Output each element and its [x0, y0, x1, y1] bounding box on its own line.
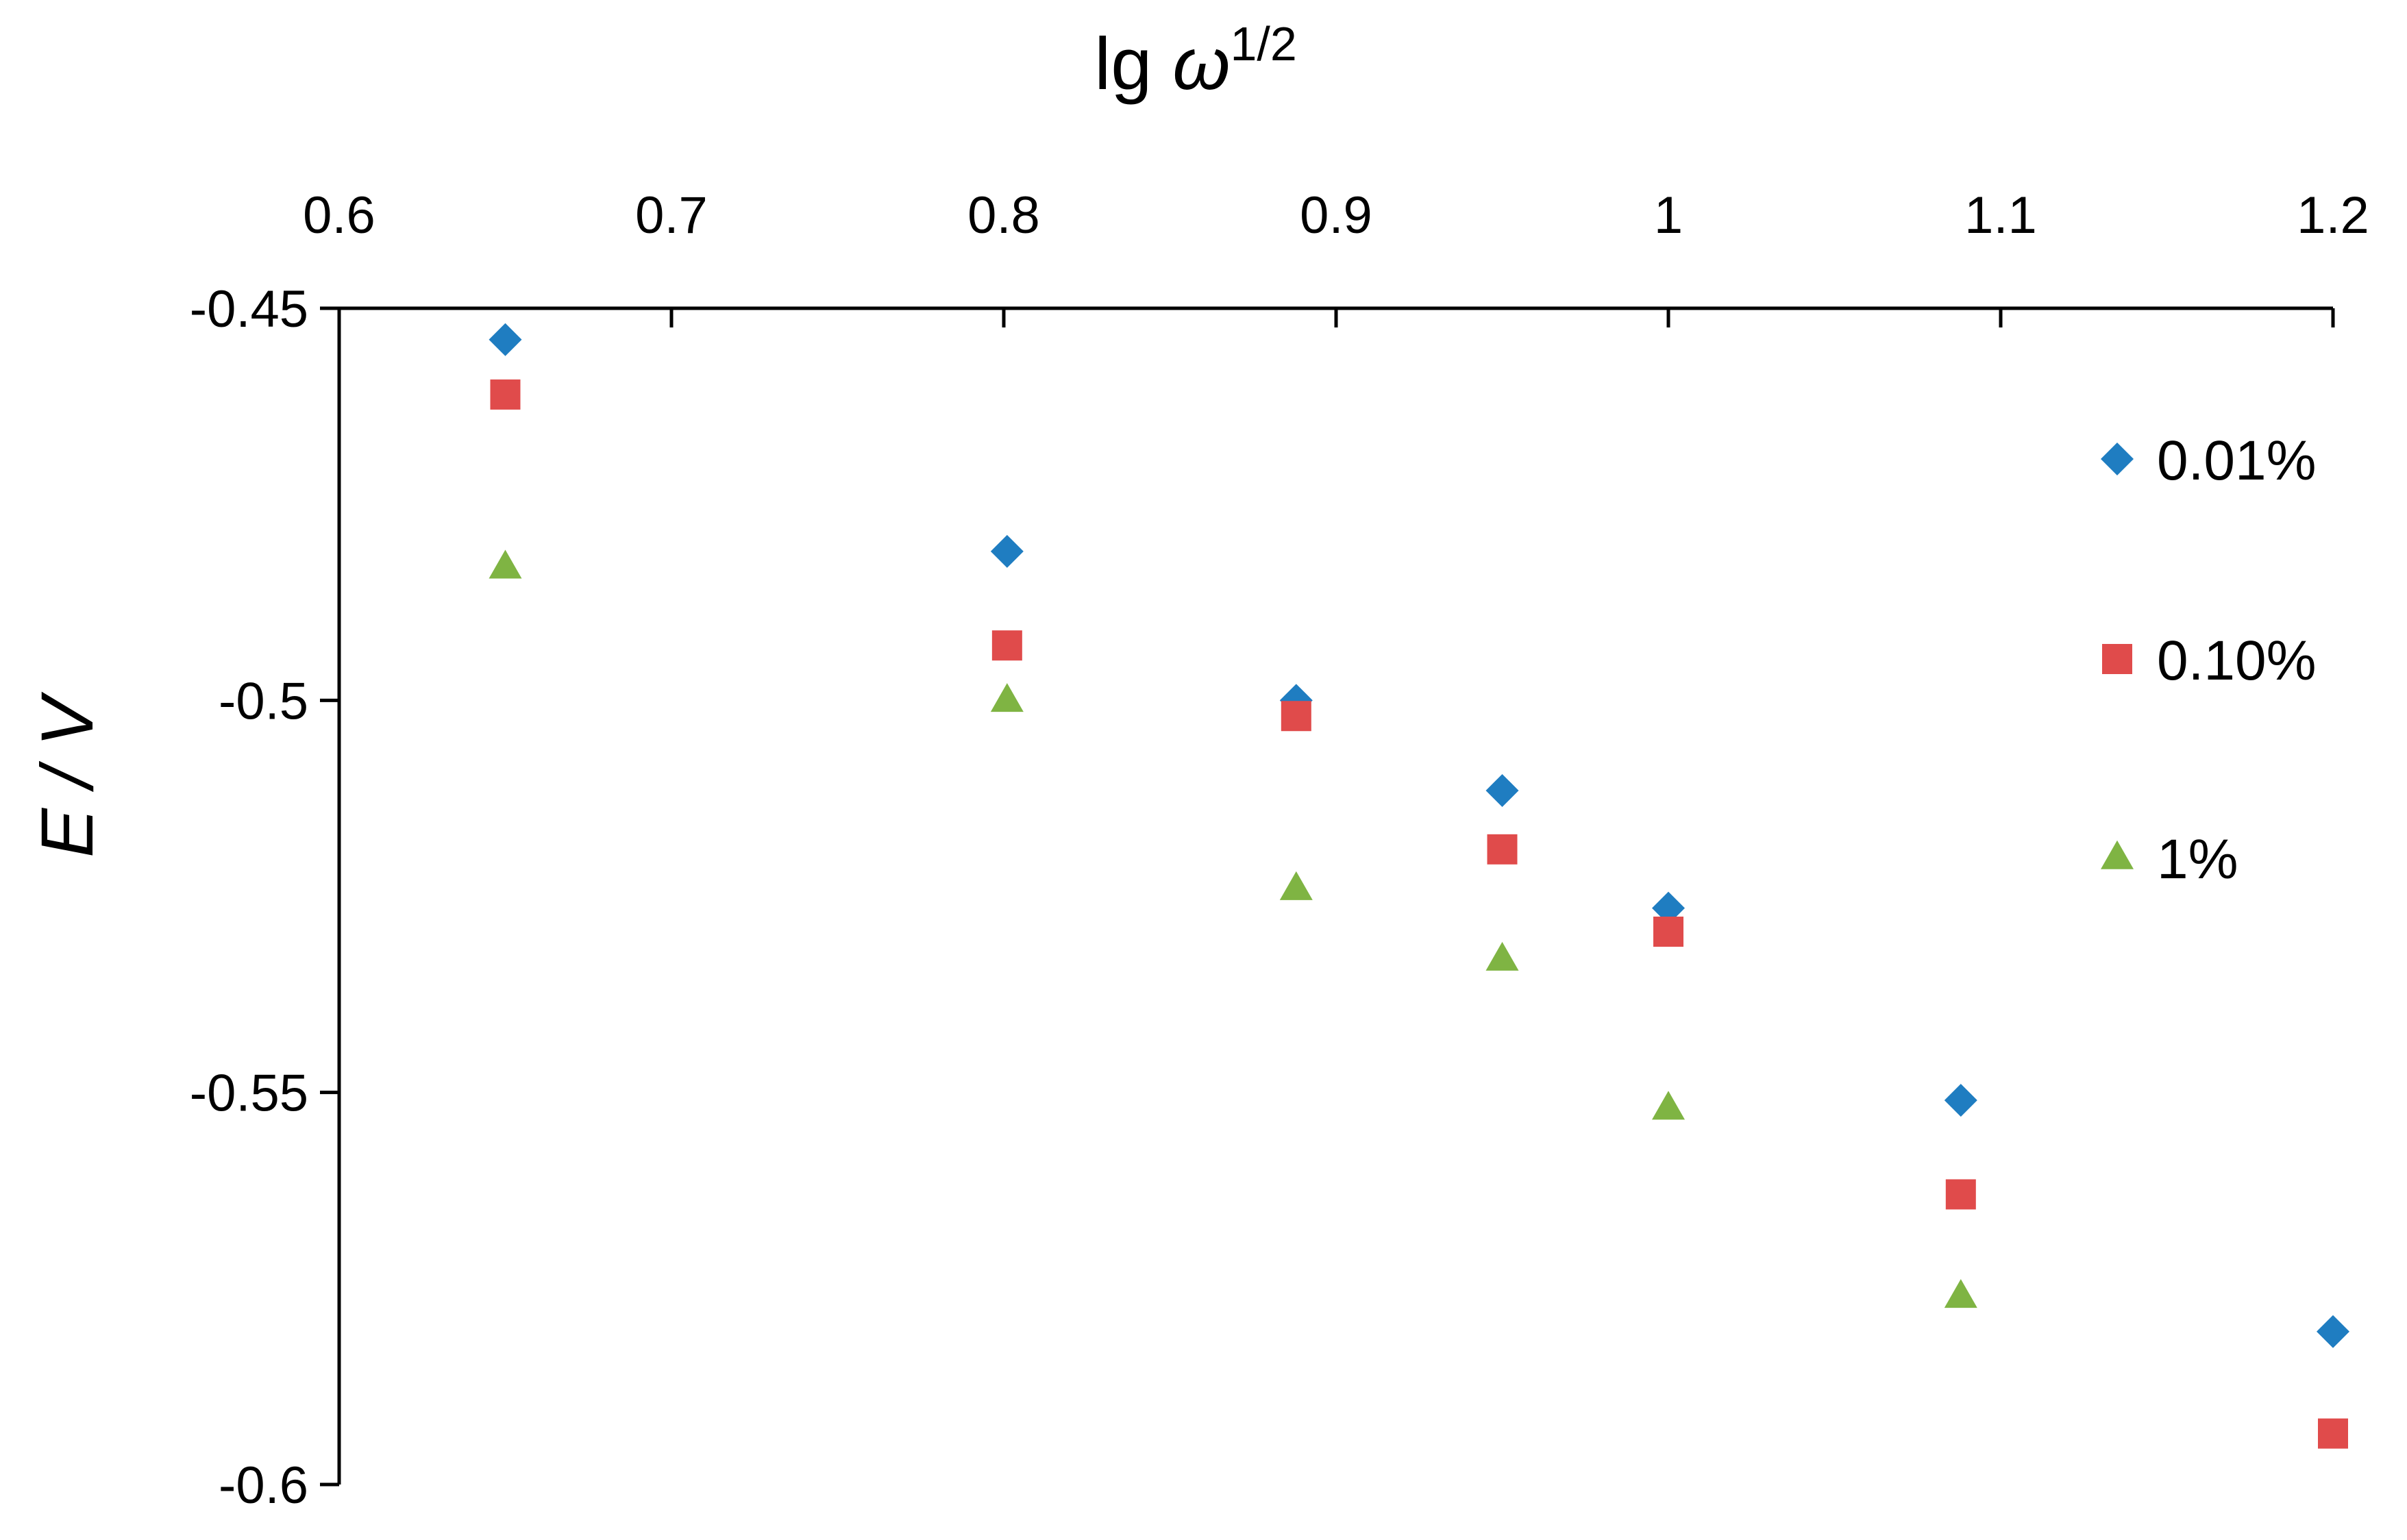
y-tick-label: -0.5 — [219, 672, 308, 730]
data-point-diamond-0-01 — [990, 534, 1024, 568]
data-point-square-0-10 — [1281, 701, 1311, 732]
x-tick-label: 1.1 — [1964, 186, 2037, 245]
x-tick-label: 0.8 — [967, 186, 1040, 245]
legend-marker-square — [2102, 644, 2132, 674]
data-point-triangle-1 — [990, 683, 1024, 712]
x-axis-title-text: lg ω — [1094, 22, 1230, 105]
data-point-square-0-10 — [2318, 1418, 2348, 1449]
data-point-diamond-0-01 — [1652, 891, 1685, 925]
data-point-triangle-1 — [1944, 1279, 1977, 1308]
data-point-triangle-1 — [1652, 1091, 1685, 1120]
data-point-square-0-10 — [1653, 917, 1683, 947]
y-tick-label: -0.45 — [190, 280, 308, 338]
x-axis-title: lg ω1/2 — [1094, 17, 1297, 105]
y-tick-label: -0.55 — [190, 1065, 308, 1123]
legend-label: 1% — [2157, 828, 2238, 891]
data-point-triangle-1 — [489, 549, 522, 579]
data-point-square-0-10 — [991, 630, 1022, 661]
legend-marker-diamond — [2101, 443, 2134, 475]
x-tick-label: 1.2 — [2297, 186, 2369, 245]
x-axis-title-superscript: 1/2 — [1230, 17, 1296, 71]
data-point-square-0-10 — [1945, 1179, 1976, 1210]
y-axis-title: E / V — [25, 691, 108, 858]
y-tick-label: -0.6 — [219, 1456, 308, 1515]
data-point-triangle-1 — [1485, 941, 1519, 971]
x-tick-label: 0.6 — [303, 186, 375, 245]
data-point-diamond-0-01 — [1279, 684, 1313, 717]
data-point-diamond-0-01 — [2317, 1315, 2349, 1348]
x-tick-label: 1 — [1654, 186, 1683, 245]
data-point-diamond-0-01 — [1944, 1084, 1977, 1117]
data-point-square-0-10 — [1487, 834, 1518, 865]
x-tick-label: 0.7 — [635, 186, 708, 245]
data-point-triangle-1 — [1279, 871, 1313, 900]
legend: 0.01% 0.10% 1% — [2101, 430, 2317, 891]
x-axis: 0.6 0.7 0.8 0.9 1 1.1 1.2 — [303, 186, 2369, 327]
legend-label: 0.01% — [2157, 430, 2317, 492]
data-point-square-0-10 — [490, 379, 521, 410]
x-tick-label: 0.9 — [1300, 186, 1372, 245]
legend-marker-triangle — [2101, 840, 2134, 869]
legend-label: 0.10% — [2157, 630, 2317, 692]
y-axis: -0.45 -0.5 -0.55 -0.6 — [190, 280, 341, 1515]
data-point-diamond-0-01 — [489, 323, 522, 356]
data-point-diamond-0-01 — [1485, 773, 1519, 807]
plot-points — [489, 323, 2349, 1449]
